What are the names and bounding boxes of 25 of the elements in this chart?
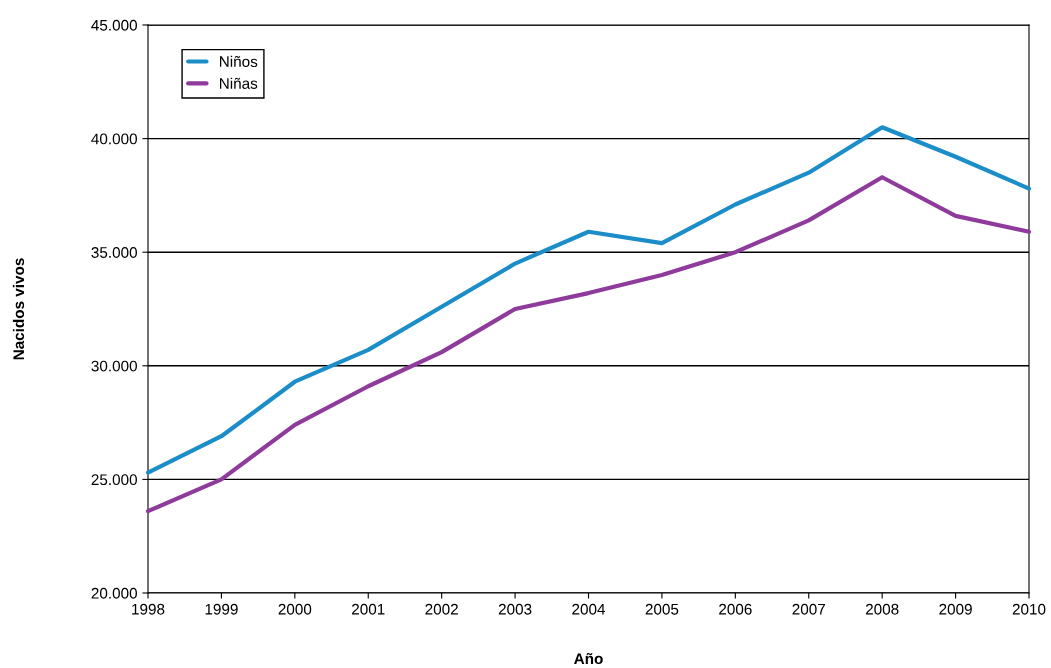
- y-tick-label: 25.000: [91, 474, 137, 486]
- x-tick-label: 2000: [278, 603, 312, 615]
- x-tick-label: 2003: [498, 603, 532, 615]
- legend-label: Niñas: [219, 77, 258, 89]
- y-tick-label: 35.000: [91, 247, 137, 258]
- x-tick-label: 2001: [352, 603, 385, 615]
- x-tick-label: 1999: [205, 603, 238, 615]
- legend-label: Niños: [219, 55, 258, 68]
- x-tick-label: 2007: [792, 603, 825, 615]
- x-tick-label: 2009: [939, 603, 972, 615]
- x-tick-label: 1998: [132, 603, 165, 615]
- x-tick-label: 2004: [572, 603, 606, 615]
- x-tick-label: 2002: [425, 603, 458, 615]
- x-tick-label: 2008: [865, 603, 899, 615]
- y-tick-label: 40.000: [91, 133, 137, 145]
- x-axis-title: Año: [574, 652, 603, 665]
- y-tick-label: 30.000: [91, 360, 137, 372]
- y-tick-label: 45.000: [91, 19, 137, 31]
- y-axis-title: Nacidos vivos: [12, 258, 25, 360]
- x-tick-label: 2006: [719, 603, 752, 615]
- line-series: [145, 175, 1032, 514]
- x-tick-label: 2010: [1012, 603, 1046, 615]
- x-tick-label: 2005: [645, 603, 679, 615]
- y-tick-label: 20.000: [91, 587, 137, 599]
- line-series: [145, 125, 1032, 475]
